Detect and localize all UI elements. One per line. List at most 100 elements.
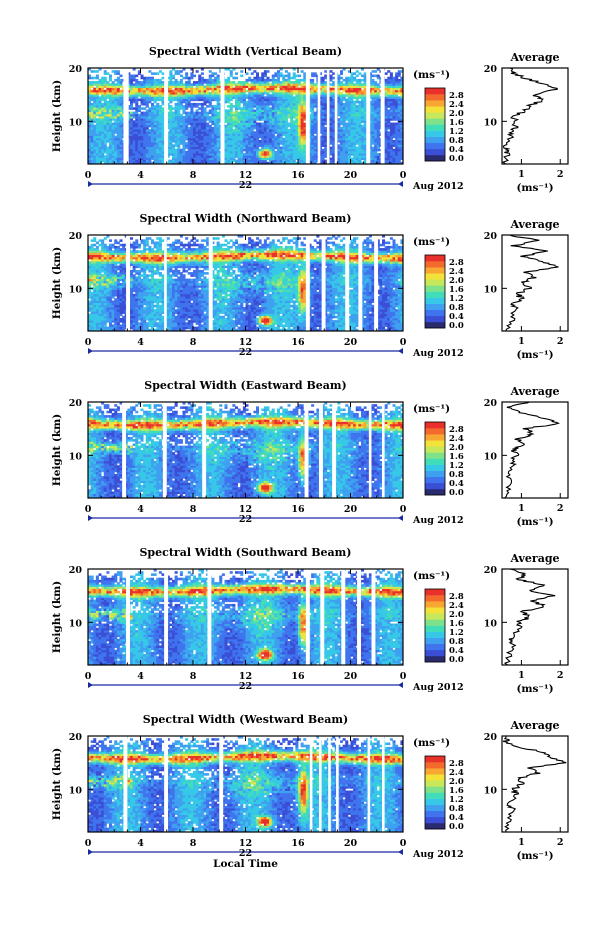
- heatmap-cell: [329, 133, 333, 137]
- heatmap-cell: [397, 102, 401, 106]
- heatmap-cell: [103, 102, 107, 106]
- heatmap-cell: [279, 96, 283, 99]
- heatmap-cell: [397, 137, 401, 141]
- heatmap-cell: [137, 129, 141, 132]
- colorbar-tick-label: 0.4: [449, 145, 464, 155]
- heatmap-cell: [374, 107, 378, 110]
- heatmap-cell: [166, 81, 170, 84]
- heatmap-cell: [140, 94, 144, 97]
- heatmap-cell: [177, 118, 181, 121]
- heatmap-cell: [292, 92, 296, 95]
- heatmap-cell: [250, 72, 254, 75]
- heatmap-cell: [187, 140, 191, 143]
- colorbar-swatch: [425, 136, 445, 144]
- heatmap-cell: [224, 120, 228, 123]
- heatmap-cell: [303, 133, 307, 137]
- heatmap-cell: [274, 74, 278, 78]
- heatmap-cell: [237, 85, 241, 89]
- heatmap-cell: [350, 157, 354, 161]
- heatmap-cell: [321, 118, 325, 121]
- heatmap-cell: [345, 92, 349, 95]
- heatmap-cell: [240, 92, 244, 95]
- heatmap-cell: [295, 89, 299, 93]
- heatmap-cell: [250, 146, 254, 150]
- heatmap-cell: [174, 129, 178, 132]
- heatmap-cell: [88, 133, 92, 137]
- heatmap-cell: [140, 111, 144, 115]
- heatmap-cell: [290, 150, 294, 154]
- heatmap-cell: [371, 140, 375, 143]
- heatmap-cell: [340, 109, 344, 113]
- heatmap-cell: [227, 155, 231, 158]
- heatmap-cell: [350, 135, 354, 139]
- heatmap-cell: [143, 78, 147, 82]
- heatmap-cell: [256, 133, 260, 137]
- heatmap-cell: [240, 83, 244, 86]
- heatmap-cell: [195, 109, 199, 113]
- heatmap-cell: [269, 148, 273, 152]
- heatmap-cell: [313, 135, 317, 139]
- heatmap-cell: [103, 78, 107, 82]
- data-gap: [164, 68, 169, 164]
- heatmap-cell: [363, 116, 367, 119]
- heatmap-cell: [200, 107, 204, 110]
- heatmap-cell: [266, 155, 270, 158]
- heatmap-cell: [295, 146, 299, 150]
- heatmap-cell: [169, 159, 173, 163]
- heatmap-cell: [347, 107, 351, 110]
- heatmap-cell: [287, 146, 291, 150]
- heatmap-cell: [245, 85, 249, 89]
- heatmap-cell: [237, 87, 241, 91]
- heatmap-cell: [392, 135, 396, 139]
- heatmap-cell: [119, 122, 123, 126]
- heatmap-cell: [95, 85, 99, 89]
- heatmap-cell: [143, 131, 147, 134]
- heatmap-cell: [229, 155, 233, 158]
- heatmap-cell: [384, 124, 388, 128]
- heatmap-cell: [282, 105, 286, 108]
- heatmap-cell: [114, 159, 118, 163]
- heatmap-cell: [282, 133, 286, 137]
- heatmap-cell: [114, 122, 118, 126]
- heatmap-cell: [274, 83, 278, 86]
- heatmap-cell: [166, 135, 170, 139]
- heatmap-cell: [298, 83, 302, 86]
- heatmap-cell: [319, 142, 323, 145]
- heatmap-cell: [161, 98, 165, 102]
- heatmap-cell: [235, 94, 239, 97]
- heatmap-cell: [153, 150, 157, 154]
- heatmap-cell: [279, 126, 283, 130]
- heatmap-cell: [135, 155, 139, 158]
- heatmap-cell: [284, 87, 288, 91]
- heatmap-cell: [227, 111, 231, 115]
- heatmap-cell: [311, 161, 315, 165]
- heatmap-cell: [245, 78, 249, 82]
- heatmap-cell: [187, 137, 191, 141]
- heatmap-cell: [319, 81, 323, 84]
- heatmap-cell: [337, 94, 341, 97]
- heatmap-cell: [295, 92, 299, 95]
- heatmap-cell: [237, 83, 241, 86]
- heatmap-cell: [329, 126, 333, 130]
- heatmap-cell: [98, 113, 102, 117]
- heatmap-cell: [350, 83, 354, 86]
- heatmap-cell: [250, 81, 254, 84]
- heatmap-cell: [161, 87, 165, 91]
- heatmap-cell: [371, 113, 375, 117]
- heatmap-cell: [174, 107, 178, 110]
- heatmap-cell: [337, 122, 341, 126]
- heatmap-cells: [88, 235, 404, 332]
- heatmap-cell: [342, 140, 346, 143]
- heatmap-cell: [179, 126, 183, 130]
- heatmap-cell: [151, 76, 155, 80]
- heatmap-cell: [156, 135, 160, 139]
- heatmap-cell: [374, 116, 378, 119]
- heatmap-cell: [374, 150, 378, 154]
- heatmap-cell: [140, 83, 144, 86]
- heatmap-cell: [353, 153, 357, 156]
- heatmap-cell: [332, 142, 336, 145]
- heatmap-cell: [263, 157, 267, 161]
- heatmap-cell: [340, 135, 344, 139]
- heatmap-cell: [340, 146, 344, 150]
- heatmap-cell: [237, 148, 241, 152]
